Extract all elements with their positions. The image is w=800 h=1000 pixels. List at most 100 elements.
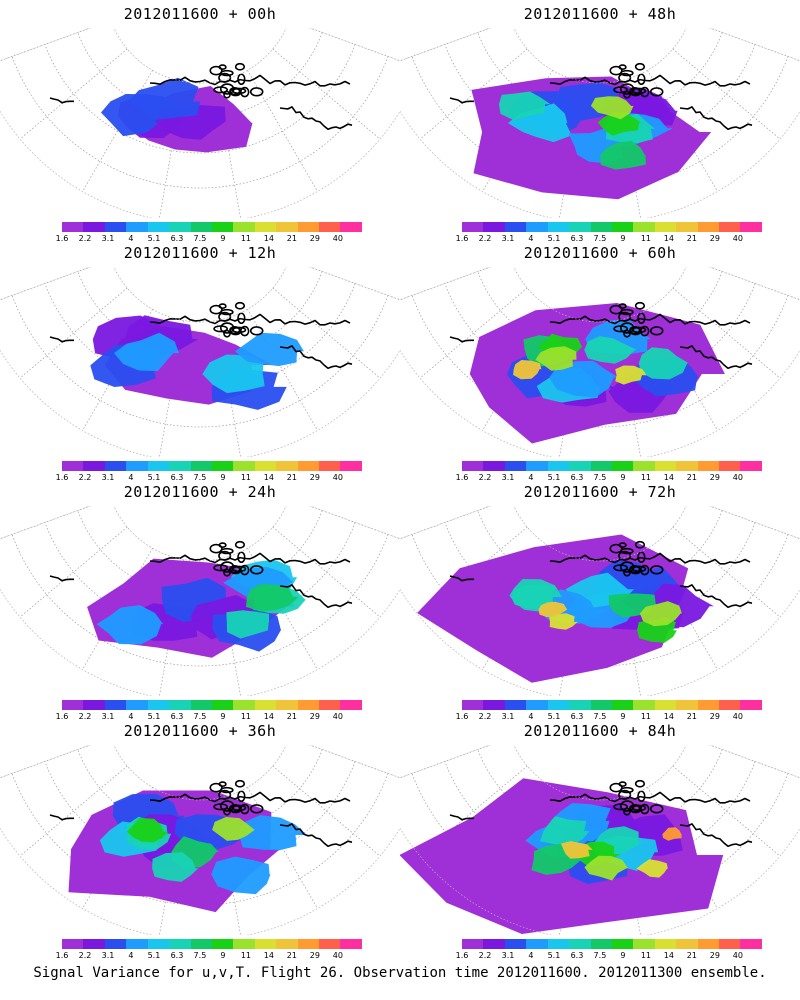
colorbar-swatch <box>233 700 255 710</box>
colorbar-tick-label: 3.1 <box>101 234 115 243</box>
colorbar-tick-label: 1.6 <box>455 951 469 960</box>
colorbar-tick-label: 14 <box>263 473 274 482</box>
colorbar-tick-label: 6.3 <box>170 473 184 482</box>
colorbar-swatch <box>697 700 720 710</box>
variance-region <box>662 827 682 841</box>
colorbar-tick-label: 2.2 <box>478 712 492 721</box>
colorbar-swatch <box>126 939 148 949</box>
colorbar-swatch <box>276 461 298 471</box>
colorbar-tick-label: 1.6 <box>55 951 69 960</box>
colorbar-tick-label: 21 <box>286 951 297 960</box>
colorbar <box>462 461 762 471</box>
colorbar-tick-label: 29 <box>309 234 320 243</box>
map-panel: 2012011600 + 24h 1.6 2.2 3.1 4 5.1 6.3 7.5 9 11 14… <box>0 478 400 728</box>
variance-field <box>90 315 304 410</box>
variance-region <box>561 841 593 859</box>
colorbar-tick-label: 6.3 <box>570 712 584 721</box>
colorbar-tick-label: 4 <box>128 712 134 721</box>
colorbar-ticks: 1.6 2.2 3.1 4 5.1 6.3 7.5 9 11 14 21 29 40 <box>455 951 770 961</box>
colorbar <box>62 461 362 471</box>
colorbar-tick-label: 4 <box>528 951 534 960</box>
colorbar-swatch <box>104 461 127 471</box>
variance-region <box>212 817 255 841</box>
colorbar-tick-label: 7.5 <box>593 712 607 721</box>
colorbar-tick-label: 6.3 <box>170 234 184 243</box>
colorbar-tick-label: 4 <box>128 951 134 960</box>
colorbar-swatch <box>526 222 548 232</box>
variance-region <box>128 77 201 120</box>
colorbar-swatch <box>569 700 591 710</box>
colorbar-ticks: 1.6 2.2 3.1 4 5.1 6.3 7.5 9 11 14 21 29 40 <box>455 473 770 483</box>
colorbar-swatch <box>340 700 362 710</box>
colorbar-swatch <box>462 461 484 471</box>
colorbar-swatch <box>126 700 148 710</box>
colorbar-swatch <box>297 461 320 471</box>
colorbar-swatch <box>483 700 505 710</box>
colorbar-swatch <box>62 700 84 710</box>
variance-region <box>246 583 299 612</box>
colorbar-swatch <box>483 461 505 471</box>
colorbar-swatch <box>211 222 234 232</box>
colorbar-tick-label: 1.6 <box>455 473 469 482</box>
colorbar-tick-label: 11 <box>640 951 651 960</box>
colorbar-swatch <box>169 700 191 710</box>
colorbar-swatch <box>526 939 548 949</box>
variance-field <box>400 778 724 934</box>
coastline <box>449 301 753 369</box>
colorbar-swatch <box>126 222 148 232</box>
panel-title: 2012011600 + 72h <box>523 483 677 501</box>
colorbar-swatch <box>462 222 484 232</box>
colorbar-tick-label: 4 <box>528 712 534 721</box>
variance-map <box>0 28 400 218</box>
colorbar-tick-label: 29 <box>709 234 720 243</box>
colorbar-tick-label: 4 <box>128 234 134 243</box>
colorbar-tick-label: 21 <box>686 234 697 243</box>
variance-map <box>400 267 800 457</box>
colorbar-swatch <box>62 461 84 471</box>
colorbar-ticks: 1.6 2.2 3.1 4 5.1 6.3 7.5 9 11 14 21 29 40 <box>455 712 770 722</box>
colorbar-tick-label: 40 <box>332 712 343 721</box>
colorbar-swatch <box>526 700 548 710</box>
colorbar-tick-label: 3.1 <box>501 234 515 243</box>
colorbar-swatch <box>569 939 591 949</box>
colorbar-tick-label: 4 <box>128 473 134 482</box>
colorbar-swatch <box>611 222 634 232</box>
colorbar-swatch <box>297 222 320 232</box>
colorbar-swatch <box>697 222 720 232</box>
colorbar-tick-label: 9 <box>620 473 626 482</box>
colorbar-swatch <box>697 461 720 471</box>
variance-field <box>87 558 306 658</box>
colorbar-tick-label: 1.6 <box>55 712 69 721</box>
colorbar-tick-label: 5.1 <box>147 951 161 960</box>
colorbar-tick-label: 9 <box>620 234 626 243</box>
colorbar-tick-label: 7.5 <box>593 951 607 960</box>
colorbar-swatch <box>254 700 277 710</box>
colorbar-tick-label: 2.2 <box>478 234 492 243</box>
coastline <box>49 779 353 847</box>
colorbar-swatch <box>740 700 762 710</box>
colorbar-tick-label: 21 <box>686 951 697 960</box>
colorbar-swatch <box>104 700 127 710</box>
colorbar-tick-label: 7.5 <box>193 712 207 721</box>
colorbar-swatch <box>211 700 234 710</box>
colorbar-swatch <box>740 222 762 232</box>
colorbar-swatch <box>611 461 634 471</box>
colorbar-swatch <box>504 700 527 710</box>
colorbar-swatch <box>254 461 277 471</box>
variance-field <box>417 534 714 683</box>
colorbar-ticks: 1.6 2.2 3.1 4 5.1 6.3 7.5 9 11 14 21 29 40 <box>55 712 370 722</box>
colorbar-swatch <box>590 222 612 232</box>
colorbar-swatch <box>83 939 105 949</box>
variance-region <box>636 859 668 878</box>
colorbar-swatch <box>233 222 255 232</box>
variance-region <box>549 360 619 398</box>
colorbar-swatch <box>190 700 212 710</box>
colorbar-tick-label: 40 <box>732 951 743 960</box>
colorbar-swatch <box>676 222 698 232</box>
colorbar-tick-label: 6.3 <box>570 473 584 482</box>
colorbar-swatch <box>319 461 341 471</box>
colorbar-tick-label: 11 <box>640 234 651 243</box>
colorbar-swatch <box>169 461 191 471</box>
colorbar-swatch <box>504 461 527 471</box>
colorbar-swatch <box>147 461 170 471</box>
